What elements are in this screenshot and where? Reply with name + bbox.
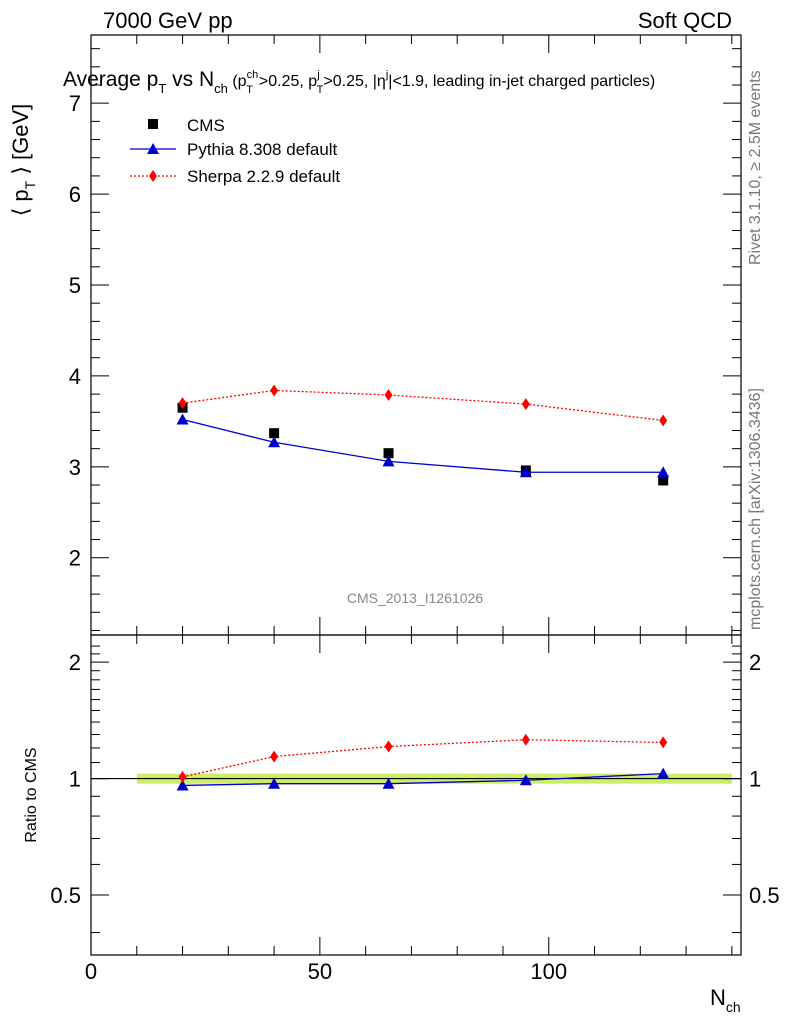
ratio-y-axis-label: Ratio to CMS — [23, 747, 40, 842]
title-cond-sub-t2: T — [317, 84, 324, 96]
ratio-y-tick-label-left: 2 — [69, 650, 81, 675]
title-cond-b: >0.25, p — [259, 73, 317, 90]
main-y-axis-label: ⟨ pT ⟩ [GeV] — [8, 104, 38, 217]
title-cond-sup-ch: ch — [247, 69, 259, 81]
title-cond-a: (p — [228, 73, 247, 90]
main-series-group — [176, 384, 670, 486]
title-cond-sup-j2: j — [385, 69, 388, 81]
header-category-label: Soft QCD — [638, 8, 732, 33]
main-y-tick-label: 5 — [69, 273, 81, 298]
x-tick-label: 100 — [530, 959, 567, 984]
header-energy-label: 7000 GeV pp — [103, 8, 233, 33]
ratio-point-sherpa — [659, 736, 668, 749]
main-point-cms — [658, 475, 669, 486]
legend-label-pythia: Pythia 8.308 default — [187, 140, 338, 159]
main-y-tick-label: 7 — [69, 91, 81, 116]
xlabel-a: N — [710, 985, 726, 1010]
main-point-pythia — [519, 466, 532, 478]
ratio-point-pythia — [657, 767, 670, 779]
ratio-y-tick-label-right: 2 — [749, 650, 761, 675]
legend-marker-pythia — [147, 143, 159, 154]
ratio-point-pythia — [519, 774, 532, 786]
ratio-point-pythia — [268, 777, 281, 789]
main-point-pythia — [268, 436, 281, 448]
title-cond-sub-t1: T — [246, 84, 253, 96]
main-point-cms — [269, 428, 280, 439]
title-vs: vs N — [166, 68, 214, 91]
main-point-pythia — [382, 455, 395, 467]
legend: CMS Pythia 8.308 default Sherpa 2.2.9 de… — [130, 116, 340, 186]
ratio-point-pythia — [382, 777, 395, 789]
ratio-axis-ticks: 0.5 0.5 1 1 2 2 0 50 100 — [50, 635, 780, 984]
ratio-y-tick-label-left: 1 — [69, 767, 81, 792]
mcplots-source-label: mcplots.cern.ch [arXiv:1306.3436] — [747, 388, 764, 630]
ratio-y-tick-label-right: 1 — [749, 767, 761, 792]
ratio-point-sherpa — [178, 770, 187, 783]
main-line-sherpa — [182, 389, 664, 422]
legend-marker-sherpa — [149, 170, 157, 182]
title-sub-t: T — [158, 81, 166, 96]
legend-marker-cms — [148, 119, 158, 129]
main-point-sherpa — [178, 397, 187, 410]
title-cond-sup-j: j — [316, 69, 319, 81]
x-tick-label: 0 — [85, 959, 97, 984]
xlabel-sub: ch — [726, 999, 741, 1015]
x-axis-label: Nch — [710, 985, 741, 1015]
main-y-tick-label: 2 — [69, 546, 81, 571]
ratio-line-sherpa — [182, 739, 664, 778]
legend-label-cms: CMS — [187, 116, 225, 135]
main-y-tick-label: 4 — [69, 364, 81, 389]
ratio-y-tick-label-right: 0.5 — [749, 883, 780, 908]
main-point-sherpa — [270, 384, 279, 397]
title-main: Average p — [63, 68, 158, 91]
ratio-series-group — [176, 733, 670, 791]
title-sub-ch: ch — [214, 81, 228, 96]
ratio-panel-frame — [90, 634, 742, 956]
ratio-y-tick-label-left: 0.5 — [50, 883, 81, 908]
rivet-version-label: Rivet 3.1.10, ≥ 2.5M events — [747, 70, 764, 265]
main-axis-ticks: 2 3 4 5 6 7 — [69, 35, 741, 635]
ratio-point-sherpa — [270, 750, 279, 763]
main-point-sherpa — [384, 389, 393, 401]
x-tick-label: 50 — [308, 959, 332, 984]
analysis-watermark: CMS_2013_I1261026 — [347, 590, 483, 606]
main-point-pythia — [176, 413, 189, 425]
main-line-pythia — [182, 418, 664, 473]
ratio-uncertainty-band — [91, 773, 741, 784]
main-point-cms — [383, 448, 394, 459]
ratio-point-pythia — [176, 779, 189, 791]
main-y-tick-label: 3 — [69, 455, 81, 480]
ratio-point-sherpa — [521, 733, 530, 746]
ylabel-sub: T — [22, 180, 38, 189]
main-point-pythia — [657, 466, 670, 478]
main-y-tick-label: 6 — [69, 182, 81, 207]
legend-label-sherpa: Sherpa 2.2.9 default — [187, 167, 340, 186]
title-cond-c: >0.25, |η — [323, 73, 385, 90]
main-point-sherpa — [521, 398, 530, 411]
main-point-sherpa — [659, 414, 668, 427]
plot-title: Average pT vs Nch (pch T >0.25, pj T>0.25, … — [63, 68, 655, 96]
title-cond-d: |<1.9, leading in-jet charged particles) — [388, 73, 655, 90]
ratio-point-sherpa — [384, 740, 393, 753]
ylabel-b: ⟩ [GeV] — [8, 104, 33, 181]
ylabel-a: ⟨ p — [8, 189, 33, 216]
